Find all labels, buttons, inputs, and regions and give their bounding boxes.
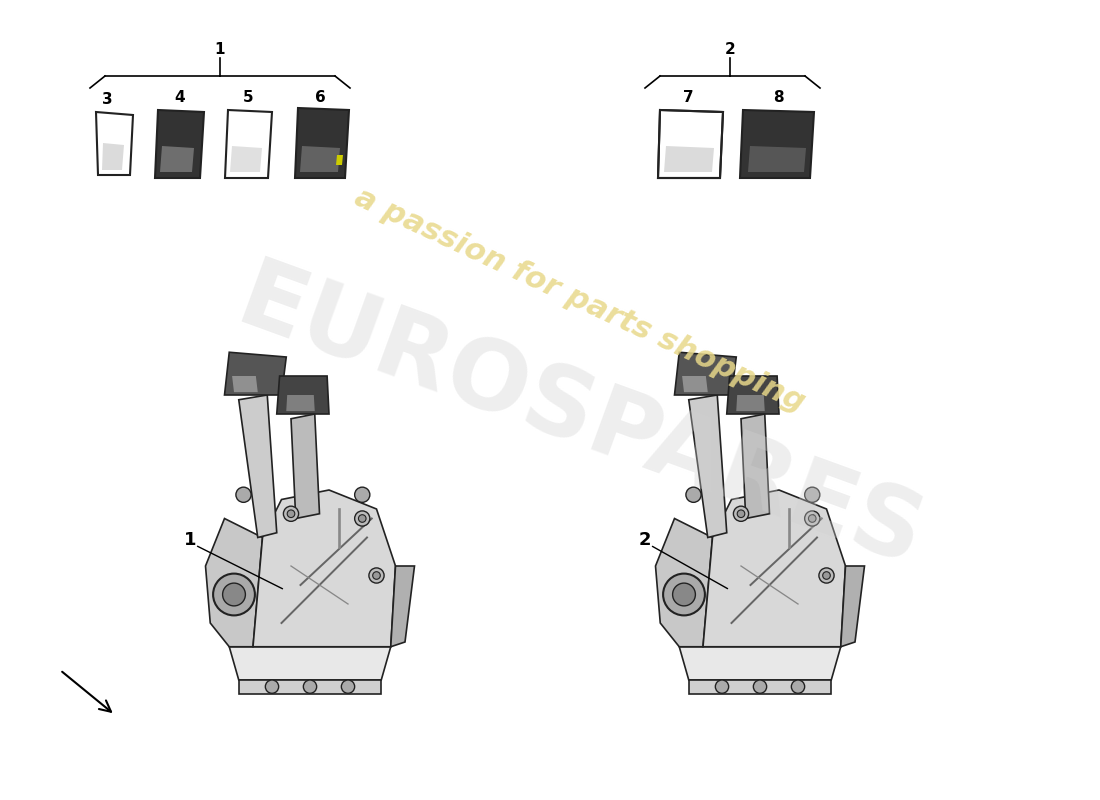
Polygon shape [658,110,723,178]
Circle shape [734,506,749,522]
Text: 1: 1 [184,531,196,549]
Polygon shape [336,155,343,165]
Polygon shape [253,490,396,646]
Circle shape [754,680,767,694]
Text: 6: 6 [315,90,326,106]
Circle shape [287,510,295,518]
Polygon shape [680,646,840,680]
Circle shape [737,510,745,518]
Polygon shape [741,414,770,518]
Text: 3: 3 [101,93,112,107]
Polygon shape [664,146,714,172]
Circle shape [341,680,354,694]
Polygon shape [740,110,814,178]
Text: 2: 2 [639,531,651,549]
Circle shape [804,511,820,526]
Polygon shape [155,110,204,178]
Polygon shape [160,146,194,172]
Polygon shape [390,566,415,646]
Polygon shape [682,376,707,392]
Polygon shape [840,566,865,646]
Polygon shape [727,376,779,414]
Circle shape [672,583,695,606]
Circle shape [368,568,384,583]
Text: 7: 7 [683,90,693,106]
Polygon shape [748,146,806,172]
Circle shape [715,680,728,694]
Circle shape [791,680,804,694]
Polygon shape [689,395,727,538]
Text: 8: 8 [772,90,783,106]
Polygon shape [226,110,272,178]
Circle shape [823,572,830,579]
Circle shape [808,514,816,522]
Polygon shape [230,146,262,172]
Circle shape [359,514,366,522]
Polygon shape [292,414,319,518]
Polygon shape [277,376,329,414]
Polygon shape [689,680,832,694]
Polygon shape [656,518,713,646]
Text: 5: 5 [243,90,253,106]
Text: a passion for parts shopping: a passion for parts shopping [350,182,810,418]
Polygon shape [295,108,349,178]
Circle shape [804,487,820,502]
Circle shape [265,680,278,694]
Circle shape [235,487,251,502]
Polygon shape [703,490,846,646]
Circle shape [213,574,255,615]
Text: 1: 1 [214,42,225,58]
Text: 2: 2 [725,42,736,58]
Polygon shape [102,143,124,170]
Polygon shape [224,352,286,395]
Circle shape [304,680,317,694]
Circle shape [818,568,834,583]
Circle shape [663,574,705,615]
Circle shape [373,572,381,579]
Polygon shape [300,146,340,172]
Circle shape [354,487,370,502]
Polygon shape [206,518,263,646]
Polygon shape [239,395,277,538]
Polygon shape [232,376,257,392]
Circle shape [222,583,245,606]
Polygon shape [239,680,382,694]
Polygon shape [736,395,764,411]
Polygon shape [96,112,133,175]
Polygon shape [229,646,390,680]
Text: 4: 4 [175,90,185,106]
Circle shape [284,506,298,522]
Polygon shape [674,352,736,395]
Polygon shape [286,395,315,411]
Text: EUROSPARES: EUROSPARES [224,253,935,587]
Circle shape [354,511,370,526]
Circle shape [686,487,701,502]
